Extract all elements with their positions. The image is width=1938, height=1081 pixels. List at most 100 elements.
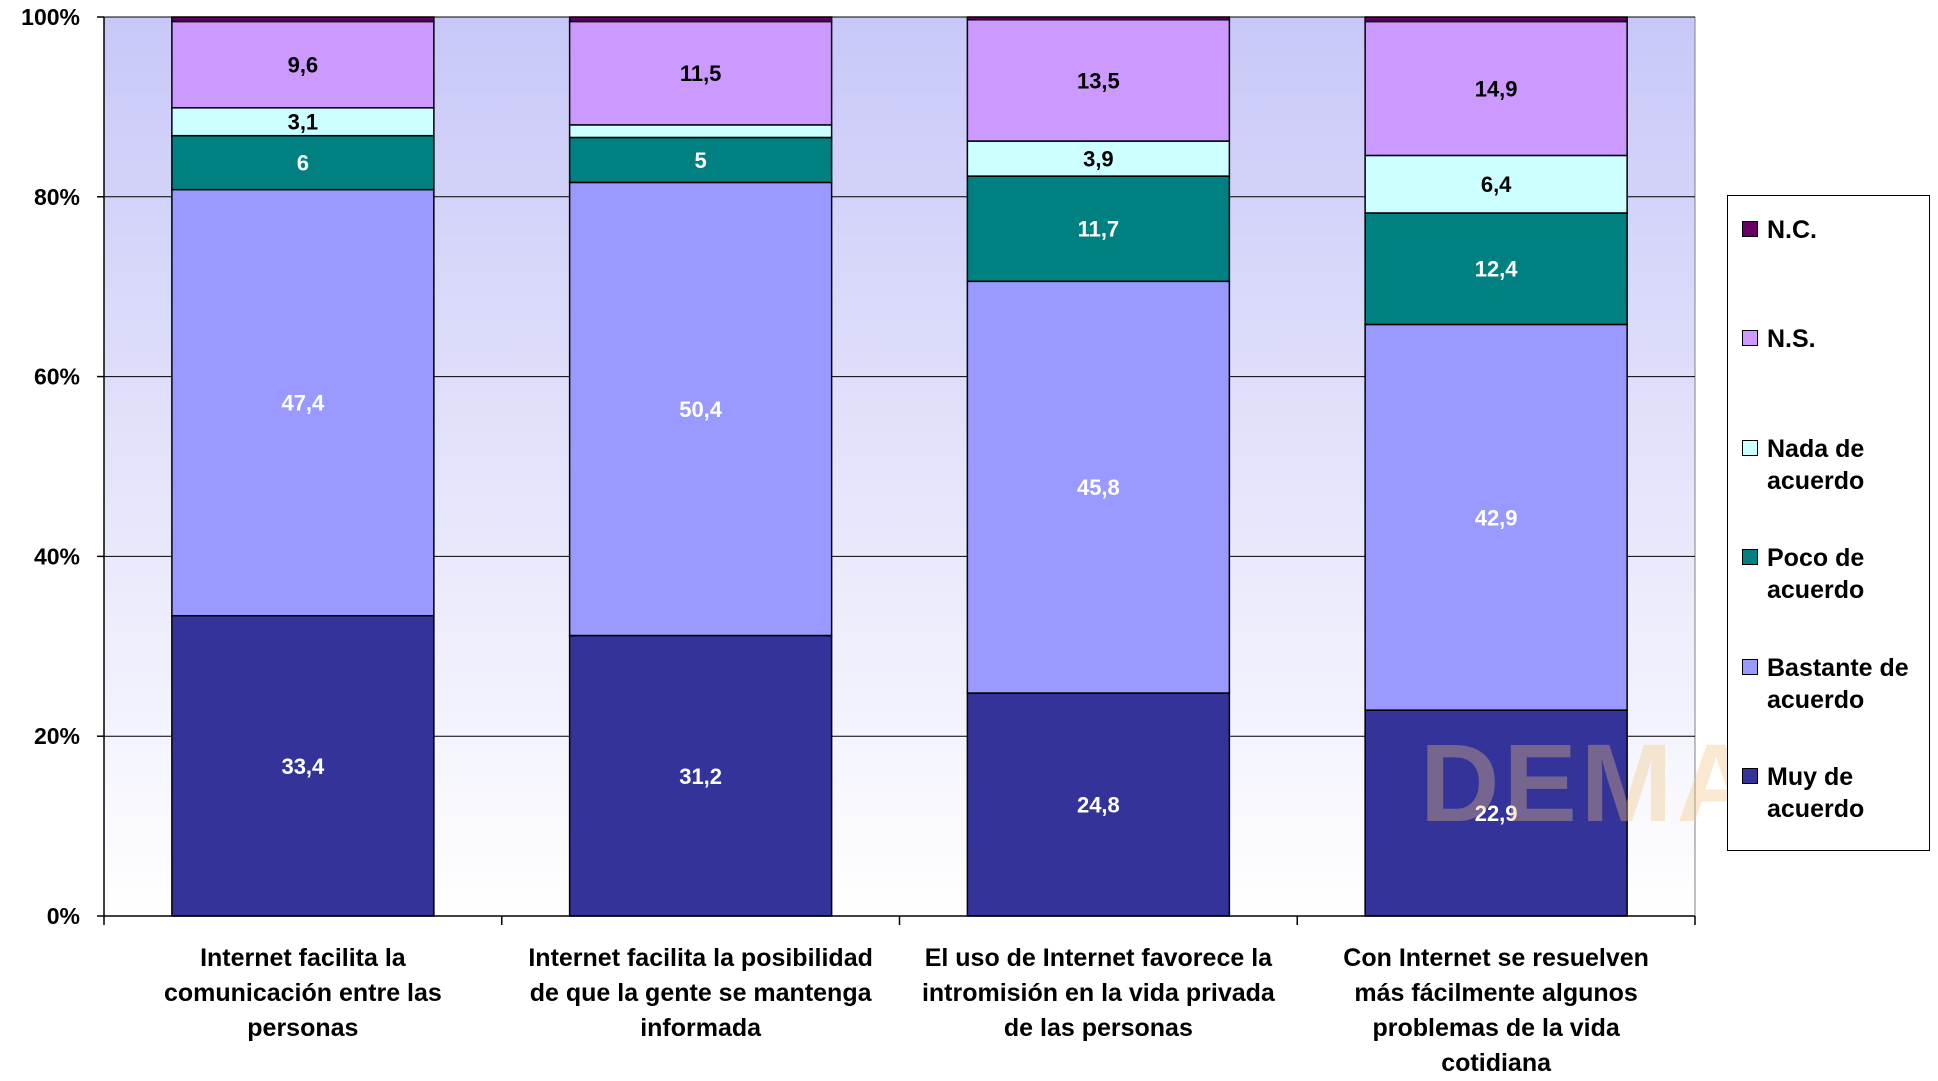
data-label: 11,5: [680, 61, 722, 86]
bar-segment: [568, 20, 833, 126]
legend-swatch: [1742, 440, 1758, 456]
bar-segment: [171, 188, 435, 617]
bar-segment: [171, 134, 435, 191]
bar-segment: [1364, 212, 1628, 326]
data-label: 6,4: [1481, 172, 1512, 197]
data-label: 11,7: [1078, 217, 1120, 242]
x-category-label-line: Internet facilita la posibilidad: [528, 944, 873, 972]
x-category-label: Con Internet se resuelven más fácilmente …: [1301, 941, 1691, 1081]
legend-label-line: acuerdo: [1767, 467, 1865, 495]
data-label: 33,4: [281, 754, 325, 779]
bar-segment: [171, 107, 435, 137]
legend-label-line: acuerdo: [1767, 686, 1865, 714]
bar-stack: 31,2 50,4 5 11,5: [568, 16, 833, 917]
legend-label-line: Muy de: [1767, 763, 1854, 791]
legend-item: N.S.: [1742, 323, 1927, 355]
axes: [97, 16, 1696, 925]
legend-label-line: Poco de: [1767, 544, 1865, 572]
legend-label: Muy de acuerdo: [1767, 761, 1864, 825]
chart-legend: N.C. N.S. Nada de acuerdo Poco de acuerdo Bast…: [1727, 195, 1930, 851]
legend-label-line: acuerdo: [1767, 795, 1865, 823]
y-tick-label: 60%: [34, 364, 80, 390]
y-tick-label: 40%: [34, 543, 80, 569]
x-category-label-line: más fácilmente algunos: [1354, 979, 1638, 1007]
x-category-label-line: cotidiana: [1441, 1049, 1551, 1077]
data-label: 22,9: [1475, 801, 1518, 826]
legend-label: N.C.: [1767, 214, 1817, 246]
bar-segment: [966, 16, 1231, 21]
legend-item: Nada de acuerdo: [1742, 433, 1927, 497]
bar-segment: [966, 692, 1231, 917]
x-category-label-line: Internet facilita la: [200, 944, 406, 972]
bar-segment: [171, 614, 435, 917]
x-category-label-line: intromisión en la vida privada: [921, 979, 1275, 1007]
bar-stack: 24,8 45,8 11,7 3,9 13,5: [966, 16, 1231, 917]
x-category-label-line: Con Internet se resuelven: [1343, 944, 1649, 972]
data-label: 13,5: [1077, 68, 1120, 93]
data-label: 45,8: [1077, 475, 1120, 500]
bar-segment: [1364, 323, 1628, 711]
data-label: 5: [695, 148, 707, 173]
data-label: 6: [297, 151, 309, 176]
bar-segment: [568, 16, 833, 23]
y-tick-label: 100%: [21, 4, 80, 30]
bar-segment: [966, 175, 1231, 283]
y-tick-label: 20%: [34, 723, 80, 749]
bar-segment: [1364, 20, 1628, 157]
bars: 33,4 47,4 6 3,1 9,6 31,2 50,4 5 11,5 24,8 45,8 11,7…: [171, 16, 1628, 917]
legend-item: N.C.: [1742, 214, 1927, 246]
bar-segment: [171, 20, 435, 109]
bar-segment: [966, 140, 1231, 177]
bar-segment: [966, 18, 1231, 142]
data-label: 12,4: [1475, 257, 1519, 282]
legend-item: Bastante de acuerdo: [1742, 652, 1927, 716]
data-label: 14,9: [1475, 76, 1518, 101]
data-label: 31,2: [679, 764, 722, 789]
legend-swatch: [1742, 549, 1758, 565]
x-category-label-line: El uso de Internet favorece la: [924, 944, 1273, 972]
legend-label: N.S.: [1767, 323, 1816, 355]
legend-swatch: [1742, 768, 1758, 784]
legend-swatch: [1742, 221, 1758, 237]
bar-segment: [568, 124, 833, 139]
x-category-label-line: comunicación entre las: [163, 979, 442, 1007]
legend-swatch: [1742, 330, 1758, 346]
y-tick-labels: 0% 20% 40% 60% 80% 100%: [21, 4, 80, 929]
data-label: 47,4: [281, 391, 325, 416]
bar-segment: [1364, 709, 1628, 917]
x-category-label: Internet facilita la comunicación entre l…: [108, 941, 498, 1046]
legend-item: Muy de acuerdo: [1742, 761, 1927, 825]
x-category-label-line: personas: [247, 1014, 359, 1042]
x-category-label-line: informada: [640, 1014, 762, 1042]
y-tick-label: 0%: [47, 903, 80, 929]
legend-label-line: acuerdo: [1767, 576, 1865, 604]
bar-segment: [568, 181, 833, 637]
legend-label-line: N.S.: [1767, 325, 1816, 353]
legend-label-line: Nada de: [1767, 435, 1865, 463]
bar-stack: 22,9 42,9 12,4 6,4 14,9: [1364, 16, 1628, 917]
bar-segment: [1364, 154, 1628, 214]
x-category-label-line: de las personas: [1003, 1014, 1193, 1042]
data-label: 9,6: [288, 53, 319, 78]
x-category-label-line: de que la gente se mantenga: [529, 979, 872, 1007]
data-label: 50,4: [679, 397, 723, 422]
bar-segment: [1364, 16, 1628, 23]
data-label: 3,1: [288, 110, 319, 135]
legend-label: Poco de acuerdo: [1767, 542, 1864, 606]
x-category-label-line: problemas de la vida: [1372, 1014, 1620, 1042]
y-tick-label: 80%: [34, 184, 80, 210]
legend-label: Nada de acuerdo: [1767, 433, 1864, 497]
legend-label: Bastante de acuerdo: [1767, 652, 1909, 716]
data-label: 24,8: [1077, 793, 1120, 818]
bar-segment: [966, 280, 1231, 694]
legend-swatch: [1742, 659, 1758, 675]
x-category-label: El uso de Internet favorece la intromisió…: [903, 941, 1293, 1046]
legend-label-line: N.C.: [1767, 216, 1817, 244]
bar-segment: [171, 16, 435, 23]
legend-label-line: Bastante de: [1767, 654, 1909, 682]
x-category-label: Internet facilita la posibilidad de que l…: [506, 941, 896, 1046]
legend-item: Poco de acuerdo: [1742, 542, 1927, 606]
bar-stack: 33,4 47,4 6 3,1 9,6: [171, 16, 435, 917]
data-label: 42,9: [1475, 505, 1518, 530]
